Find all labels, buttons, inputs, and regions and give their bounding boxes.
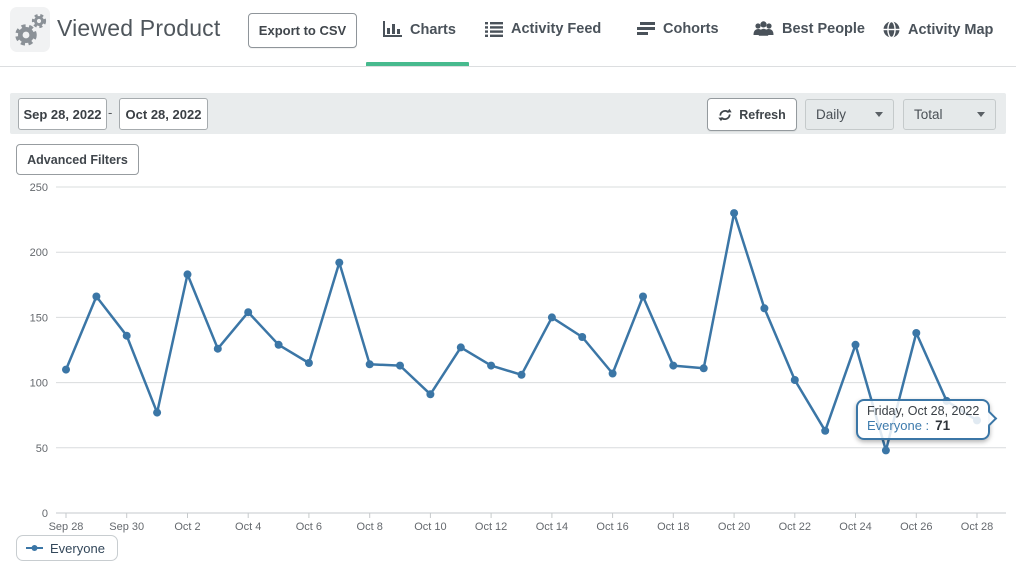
tab-charts[interactable]: Charts (383, 21, 456, 38)
svg-text:Oct 6: Oct 6 (296, 521, 322, 533)
svg-text:250: 250 (30, 182, 48, 194)
tooltip-date: Friday, Oct 28, 2022 (867, 404, 980, 418)
tooltip-series-label: Everyone : (867, 418, 930, 433)
svg-text:200: 200 (30, 247, 48, 259)
advanced-filters-button[interactable]: Advanced Filters (16, 144, 139, 175)
refresh-label: Refresh (739, 107, 786, 122)
svg-text:Oct 26: Oct 26 (900, 521, 932, 533)
export-csv-button[interactable]: Export to CSV (248, 13, 357, 48)
tab-activity-map[interactable]: Activity Map (883, 21, 993, 38)
metric-dropdown[interactable]: Total (903, 99, 996, 130)
chevron-down-icon (977, 112, 985, 117)
header-divider (0, 66, 1016, 67)
bar-chart-icon (383, 21, 402, 37)
tab-best-people[interactable]: Best People (753, 21, 865, 37)
tab-label: Best People (782, 21, 865, 37)
legend-item-everyone[interactable]: Everyone (16, 535, 118, 561)
svg-text:150: 150 (30, 312, 48, 324)
svg-text:Oct 16: Oct 16 (596, 521, 628, 533)
svg-text:Oct 10: Oct 10 (414, 521, 446, 533)
interval-dropdown[interactable]: Daily (805, 99, 894, 130)
svg-text:0: 0 (42, 508, 48, 520)
svg-text:Oct 2: Oct 2 (174, 521, 200, 533)
chevron-down-icon (875, 112, 883, 117)
svg-text:Oct 12: Oct 12 (475, 521, 507, 533)
tab-label: Activity Map (908, 21, 994, 38)
svg-text:100: 100 (30, 378, 48, 390)
svg-text:Oct 24: Oct 24 (839, 521, 871, 533)
svg-text:Oct 18: Oct 18 (657, 521, 689, 533)
list-icon (485, 21, 503, 37)
people-icon (753, 21, 774, 36)
active-tab-underline (366, 62, 469, 67)
line-chart[interactable]: 0 50 100 150 200 250 Sep 28 Sep 30 Oct 2 Oct 4 Oct… (0, 178, 1016, 534)
page-title: Viewed Product (57, 15, 221, 41)
event-gears-icon (10, 7, 50, 52)
tab-activity-feed[interactable]: Activity Feed (485, 21, 601, 37)
legend-series-marker (26, 544, 43, 552)
stacked-bars-icon (637, 21, 655, 35)
svg-text:Oct 4: Oct 4 (235, 521, 261, 533)
date-range-separator: - (108, 105, 113, 120)
svg-text:50: 50 (36, 443, 48, 455)
gears-icon-svg (15, 13, 47, 46)
interval-dropdown-value: Daily (816, 107, 847, 122)
svg-text:Oct 14: Oct 14 (536, 521, 568, 533)
tab-label: Activity Feed (511, 21, 602, 37)
svg-text:Sep 28: Sep 28 (49, 521, 84, 533)
globe-icon (883, 21, 900, 38)
date-range-start-input[interactable]: Sep 28, 2022 (18, 98, 107, 130)
svg-text:Sep 30: Sep 30 (109, 521, 144, 533)
svg-text:Oct 28: Oct 28 (961, 521, 993, 533)
chart-tooltip: Friday, Oct 28, 2022 Everyone : 71 (856, 399, 998, 440)
tab-cohorts[interactable]: Cohorts (637, 21, 719, 37)
refresh-icon (718, 108, 732, 121)
svg-text:Oct 22: Oct 22 (779, 521, 811, 533)
metric-dropdown-value: Total (914, 107, 943, 122)
tooltip-value: 71 (935, 418, 951, 433)
refresh-button[interactable]: Refresh (707, 98, 797, 131)
tab-label: Cohorts (663, 21, 719, 37)
date-range-end-input[interactable]: Oct 28, 2022 (119, 98, 208, 130)
tab-label: Charts (410, 21, 456, 38)
svg-text:Oct 20: Oct 20 (718, 521, 750, 533)
svg-text:Oct 8: Oct 8 (357, 521, 383, 533)
legend-series-label: Everyone (50, 540, 105, 556)
